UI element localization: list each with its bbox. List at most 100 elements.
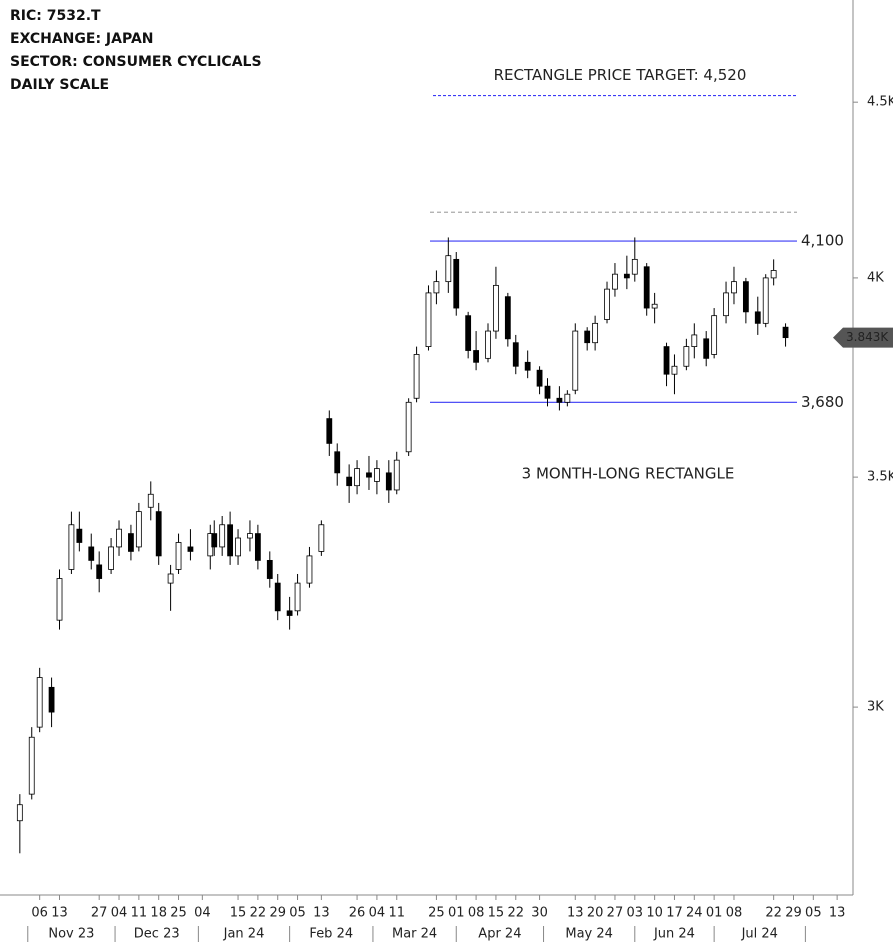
candle-body xyxy=(572,330,579,391)
y-tick-label: 4K xyxy=(867,270,884,285)
x-tick-label: 13 xyxy=(829,906,846,921)
candle-body xyxy=(425,292,432,347)
x-tick-label: 08 xyxy=(726,906,743,921)
candle-body xyxy=(723,292,729,317)
candle-body xyxy=(651,303,658,309)
month-label: Apr 24 xyxy=(478,927,521,942)
candle-body xyxy=(643,266,650,309)
x-tick-label: 04 xyxy=(369,906,386,921)
candle-body xyxy=(663,346,670,375)
candle-body xyxy=(512,342,519,367)
candle-body xyxy=(274,582,281,612)
candle-body xyxy=(266,559,273,579)
y-tick-label: 3.5K xyxy=(867,470,893,485)
x-tick-label: 05 xyxy=(805,906,822,921)
x-tick-label: 27 xyxy=(607,906,624,921)
x-tick-label: 30 xyxy=(531,906,548,921)
header-line: DAILY SCALE xyxy=(10,77,109,93)
candle-body xyxy=(147,493,154,508)
candle-body xyxy=(485,330,491,359)
x-tick-label: 20 xyxy=(587,906,604,921)
x-tick-label: 08 xyxy=(468,906,485,921)
candle-body xyxy=(524,361,531,371)
candle-body xyxy=(742,281,749,313)
x-tick-label: 15 xyxy=(488,906,505,921)
month-label: Jul 24 xyxy=(741,927,778,942)
x-tick-label: 26 xyxy=(349,906,366,921)
candle-body xyxy=(16,804,23,822)
candle-body xyxy=(612,273,618,290)
candle-body xyxy=(108,546,114,570)
x-tick-label: 24 xyxy=(686,906,703,921)
candle-body xyxy=(762,277,769,324)
candle-body xyxy=(584,330,591,344)
candle-body xyxy=(393,459,400,491)
candle-body xyxy=(286,610,293,616)
candle-body xyxy=(564,393,571,403)
y-tick-label: 3K xyxy=(867,700,884,715)
candle-body xyxy=(128,533,134,552)
candle-body xyxy=(671,365,678,375)
target-label: RECTANGLE PRICE TARGET: 4,520 xyxy=(494,66,747,84)
x-tick-label: 22 xyxy=(250,906,267,921)
candle-body xyxy=(36,677,43,728)
candle-body xyxy=(88,546,95,561)
candle-body xyxy=(334,451,341,474)
x-tick-label: 04 xyxy=(194,906,211,921)
candle-body xyxy=(247,533,253,539)
candle-body xyxy=(76,528,83,543)
candle-body xyxy=(405,401,412,453)
x-tick-label: 06 xyxy=(31,906,48,921)
candle-body xyxy=(465,315,472,351)
candle-body xyxy=(116,528,122,548)
candle-body xyxy=(782,326,789,339)
candle-body xyxy=(96,564,103,579)
candle-body xyxy=(227,524,234,557)
month-label: May 24 xyxy=(565,927,613,942)
candle-body xyxy=(346,476,353,487)
candle-body xyxy=(306,555,313,584)
annotation: 3 MONTH-LONG RECTANGLE xyxy=(522,465,735,483)
candle-body xyxy=(703,338,710,359)
candle-body xyxy=(254,533,261,561)
candle-body xyxy=(493,284,499,332)
x-tick-label: 17 xyxy=(666,906,683,921)
candle-body xyxy=(326,418,333,444)
candle-body xyxy=(167,573,174,584)
candle-body xyxy=(544,385,551,399)
header-line: EXCHANGE: JAPAN xyxy=(10,31,154,47)
header-line: SECTOR: CONSUMER CYCLICALS xyxy=(10,54,262,70)
candle-body xyxy=(155,511,162,557)
y-tick-label: 4.5K xyxy=(867,95,893,110)
candle-body xyxy=(28,736,35,795)
candle-body xyxy=(473,350,479,363)
candle-body xyxy=(754,311,761,324)
candle-body xyxy=(770,270,777,279)
x-tick-label: 29 xyxy=(785,906,802,921)
candle-body xyxy=(48,686,55,713)
last-price-tag xyxy=(833,327,893,348)
month-label: Nov 23 xyxy=(48,927,94,942)
candle-body xyxy=(691,334,698,347)
candle-body xyxy=(731,281,737,294)
candle-body xyxy=(623,273,630,279)
candle-body xyxy=(219,524,226,548)
candle-body xyxy=(592,322,599,344)
candle-body xyxy=(385,472,392,491)
x-tick-label: 05 xyxy=(289,906,306,921)
x-tick-label: 27 xyxy=(91,906,108,921)
x-tick-label: 25 xyxy=(170,906,187,921)
candle-body xyxy=(211,533,218,548)
candle-body xyxy=(683,346,690,367)
candle-body xyxy=(711,315,718,355)
x-tick-label: 11 xyxy=(131,906,148,921)
x-tick-label: 15 xyxy=(230,906,247,921)
candle-body xyxy=(413,354,420,399)
x-tick-label: 01 xyxy=(448,906,465,921)
x-tick-label: 22 xyxy=(765,906,782,921)
candle-body xyxy=(135,511,142,548)
x-tick-label: 18 xyxy=(150,906,167,921)
month-label: Jan 24 xyxy=(223,927,265,942)
